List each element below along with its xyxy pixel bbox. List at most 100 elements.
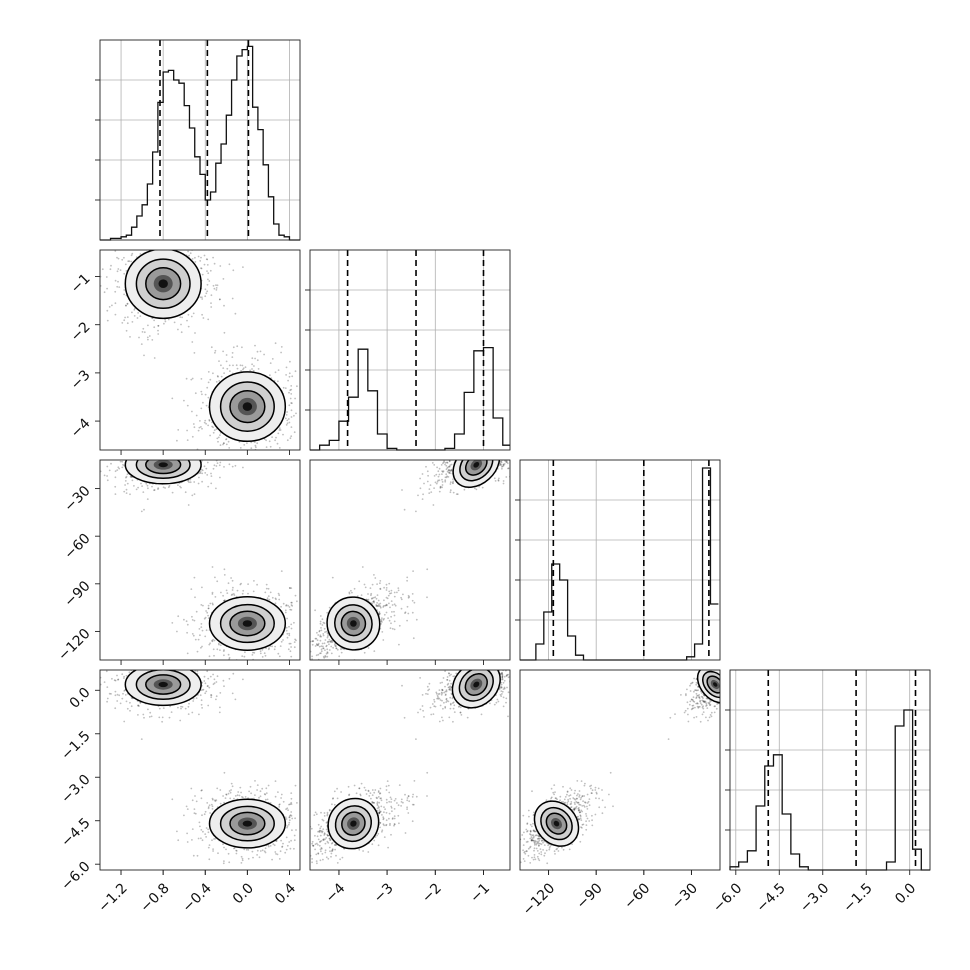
sample-point	[284, 387, 287, 389]
sample-point	[235, 664, 237, 666]
sample-point	[444, 480, 447, 483]
sample-point	[326, 632, 329, 634]
sample-point	[205, 629, 208, 632]
sample-point	[123, 319, 126, 322]
sample-point	[166, 234, 168, 236]
sample-point	[188, 702, 190, 705]
contour-0	[124, 460, 202, 485]
sample-point	[482, 455, 484, 457]
sample-point	[175, 430, 177, 432]
sample-point	[172, 452, 174, 454]
sample-point	[307, 632, 309, 634]
sample-point	[441, 478, 443, 481]
sample-point	[278, 594, 281, 597]
sample-point	[252, 651, 254, 654]
sample-point	[179, 236, 181, 238]
sample-point	[422, 493, 424, 496]
sample-point	[232, 364, 234, 367]
sample-point	[205, 445, 207, 447]
sample-point	[401, 489, 403, 491]
sample-point	[473, 453, 475, 455]
sample-point	[186, 429, 189, 432]
sample-point	[325, 630, 328, 633]
sample-point	[126, 303, 129, 305]
sample-point	[255, 667, 257, 669]
sample-point	[141, 452, 143, 454]
sample-point	[290, 426, 293, 428]
contour-2	[229, 610, 266, 637]
sample-point	[227, 440, 230, 443]
sample-point	[198, 476, 200, 479]
sample-point	[375, 605, 378, 607]
sample-point	[502, 455, 504, 457]
sample-point	[153, 457, 155, 459]
sample-point	[476, 442, 478, 444]
sample-point	[151, 452, 153, 454]
sample-point	[375, 604, 378, 606]
sample-point	[438, 467, 441, 470]
sample-point	[143, 508, 145, 511]
sample-point	[315, 654, 318, 657]
sample-point	[173, 458, 175, 460]
sample-point	[211, 593, 214, 595]
contour-1	[219, 381, 275, 432]
sample-point	[522, 462, 524, 464]
sample-point	[189, 478, 192, 481]
sample-point	[197, 482, 200, 485]
sample-point	[271, 436, 273, 438]
sample-point	[200, 623, 203, 625]
sample-point	[212, 284, 215, 287]
sample-point	[96, 471, 98, 473]
sample-point	[200, 244, 202, 246]
sample-point	[296, 385, 298, 388]
sample-point	[111, 304, 113, 307]
sample-point	[426, 568, 429, 571]
sample-point	[485, 448, 487, 450]
sample-point	[446, 467, 449, 469]
sample-point	[315, 643, 318, 645]
sample-point	[177, 484, 179, 486]
sample-point	[207, 604, 210, 607]
sample-point	[241, 592, 244, 595]
sample-point	[477, 454, 479, 456]
sample-point	[282, 602, 285, 605]
sample-point	[242, 466, 244, 469]
sample-point	[294, 594, 297, 597]
contour-2	[145, 460, 182, 475]
sample-point	[173, 321, 176, 324]
sample-point	[388, 590, 391, 593]
sample-point	[176, 456, 178, 458]
sample-point	[290, 587, 293, 589]
sample-point	[450, 469, 452, 472]
sample-point	[147, 457, 149, 459]
sample-point	[466, 458, 468, 460]
sample-point	[379, 588, 382, 590]
sample-point	[328, 638, 331, 641]
sample-point	[116, 455, 118, 457]
sample-point	[192, 697, 195, 700]
sample-point	[501, 465, 504, 468]
sample-point	[212, 431, 215, 434]
sample-point	[500, 447, 502, 449]
sample-point	[492, 455, 494, 457]
sample-point	[178, 439, 180, 441]
sample-point	[185, 455, 187, 457]
sample-point	[181, 447, 183, 449]
sample-point	[495, 452, 497, 454]
contour-1	[135, 460, 191, 480]
sample-point	[209, 378, 212, 381]
sample-point	[136, 436, 138, 438]
sample-point	[265, 583, 268, 586]
sample-point	[189, 656, 191, 658]
sample-point	[502, 451, 504, 453]
sample-point	[222, 442, 225, 444]
sample-point	[197, 440, 199, 442]
sample-point	[203, 617, 206, 620]
sample-point	[157, 447, 159, 449]
sample-point	[415, 510, 417, 513]
sample-point	[142, 327, 145, 330]
sample-point	[147, 324, 149, 327]
sample-point	[478, 448, 480, 450]
sample-point	[173, 457, 175, 459]
density-level-4	[242, 620, 253, 627]
